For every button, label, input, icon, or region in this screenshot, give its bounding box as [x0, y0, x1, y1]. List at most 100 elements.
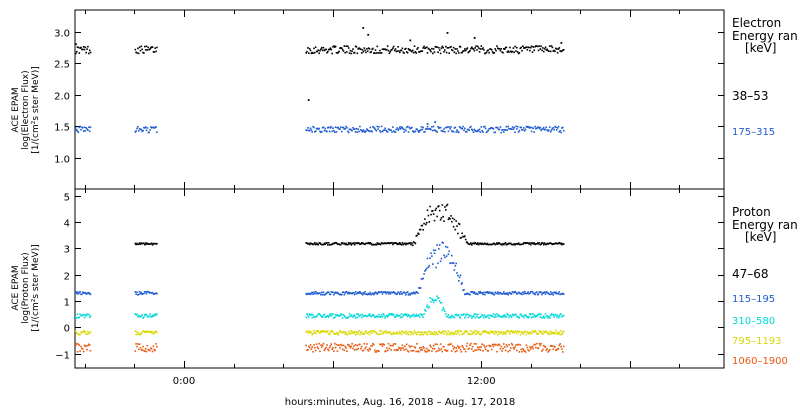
- data-point-1-3: [475, 333, 477, 336]
- data-point-0-1: [484, 127, 487, 130]
- data-point-1-2: [423, 313, 425, 315]
- data-point-1-2: [322, 314, 325, 316]
- data-point-1-3: [150, 331, 152, 334]
- data-point-0-1: [528, 126, 530, 129]
- data-point-0-1: [504, 129, 507, 131]
- data-point-1-3: [140, 332, 143, 334]
- data-point-0-0: [385, 49, 387, 51]
- data-point-1-3: [412, 332, 414, 334]
- data-point-1-1: [440, 257, 443, 260]
- data-point-1-1: [551, 292, 554, 294]
- data-point-0-1: [434, 121, 436, 123]
- data-point-1-4: [144, 350, 146, 352]
- data-point-1-0: [409, 242, 411, 244]
- data-point-0-0: [455, 52, 457, 55]
- data-point-1-3: [488, 332, 490, 335]
- data-point-1-3: [518, 330, 521, 333]
- data-point-1-4: [455, 347, 457, 349]
- data-point-1-2: [406, 315, 409, 318]
- data-point-0-0: [312, 52, 314, 54]
- data-point-1-4: [151, 350, 154, 353]
- data-point-1-3: [366, 332, 369, 335]
- data-point-0-1: [142, 129, 144, 132]
- data-point-0-1: [532, 127, 535, 129]
- data-point-1-3: [405, 333, 407, 335]
- data-point-0-1: [333, 129, 335, 132]
- data-point-1-1: [89, 293, 92, 296]
- data-point-1-1: [562, 292, 564, 295]
- data-point-1-2: [488, 317, 490, 319]
- data-point-1-3: [352, 330, 354, 333]
- data-point-1-0: [408, 242, 411, 244]
- data-point-1-2: [137, 315, 139, 318]
- data-point-0-0: [423, 45, 425, 48]
- data-point-1-0: [512, 243, 515, 246]
- data-point-0-1: [75, 127, 77, 129]
- data-point-1-4: [555, 349, 557, 351]
- data-point-0-0: [518, 52, 521, 54]
- data-point-1-3: [500, 330, 502, 333]
- data-point-1-3: [455, 333, 457, 335]
- data-point-1-1: [549, 291, 552, 293]
- data-point-1-3: [425, 331, 427, 333]
- data-point-1-0: [314, 242, 316, 244]
- data-point-0-1: [493, 131, 496, 134]
- data-point-1-1: [542, 292, 545, 294]
- data-point-1-2: [346, 317, 348, 319]
- data-point-1-4: [152, 345, 155, 347]
- data-point-1-3: [451, 332, 454, 335]
- data-point-1-3: [421, 331, 424, 333]
- data-point-1-2: [534, 316, 536, 318]
- data-point-0-0: [345, 45, 347, 47]
- data-point-1-2: [443, 308, 445, 311]
- data-point-0-0: [306, 50, 308, 53]
- data-point-1-4: [371, 344, 373, 347]
- data-point-1-4: [134, 350, 137, 352]
- data-point-1-3: [334, 333, 337, 335]
- data-point-1-2: [540, 313, 542, 316]
- data-point-0-1: [421, 128, 424, 131]
- data-point-0-0: [84, 46, 87, 49]
- data-point-0-0: [463, 50, 465, 52]
- data-point-0-0: [399, 51, 401, 54]
- data-point-1-4: [137, 348, 140, 351]
- data-point-1-2: [542, 316, 544, 319]
- data-point-1-2: [138, 315, 141, 318]
- data-point-1-4: [370, 345, 372, 347]
- data-point-1-4: [308, 346, 311, 349]
- data-point-1-3: [522, 333, 524, 335]
- data-point-1-2: [360, 316, 363, 319]
- data-point-0-0: [462, 50, 464, 52]
- data-point-1-2: [539, 316, 542, 318]
- data-point-1-0: [446, 203, 449, 206]
- data-point-1-4: [397, 349, 399, 351]
- data-point-1-4: [448, 343, 450, 346]
- data-point-1-2: [562, 314, 565, 317]
- data-point-0-1: [496, 126, 498, 129]
- data-point-1-2: [367, 314, 370, 316]
- data-point-1-2: [352, 316, 354, 318]
- data-point-0-1: [524, 128, 527, 131]
- data-point-1-2: [509, 314, 511, 317]
- data-point-1-1: [379, 291, 382, 293]
- data-point-1-2: [330, 315, 333, 317]
- data-point-0-1: [385, 129, 387, 132]
- data-point-0-1: [552, 127, 555, 129]
- data-point-1-4: [405, 348, 407, 350]
- data-point-1-4: [547, 351, 549, 353]
- data-point-0-1: [316, 127, 319, 130]
- data-point-1-3: [360, 331, 363, 333]
- data-point-1-3: [562, 330, 565, 333]
- data-point-0-1: [155, 126, 157, 128]
- data-point-1-2: [83, 316, 86, 319]
- data-point-1-2: [405, 314, 407, 316]
- data-point-0-0: [541, 49, 543, 52]
- data-point-1-2: [388, 313, 391, 315]
- data-point-1-4: [483, 344, 485, 347]
- data-point-1-2: [146, 315, 149, 318]
- data-point-1-0: [326, 242, 328, 244]
- data-point-1-3: [447, 330, 450, 332]
- data-point-0-0: [390, 49, 392, 51]
- data-point-0-0: [150, 46, 153, 48]
- data-point-0-0: [325, 48, 327, 51]
